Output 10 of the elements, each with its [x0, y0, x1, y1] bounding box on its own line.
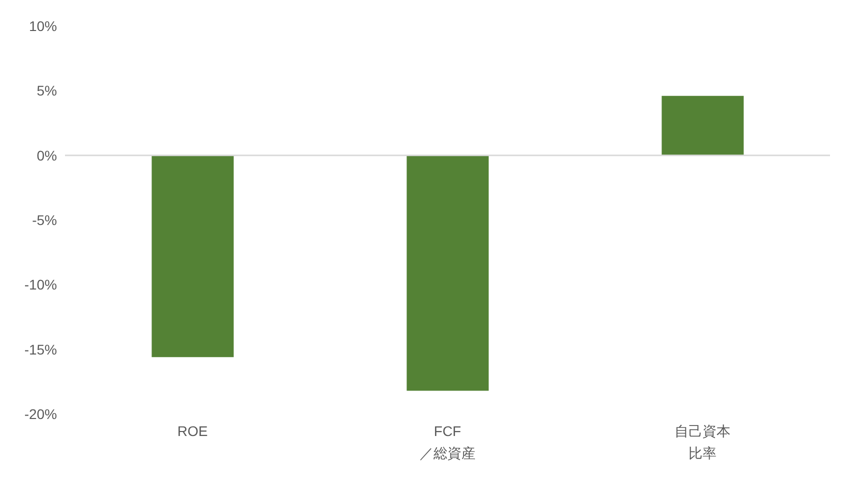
x-tick-label: 自己資本比率 — [674, 423, 730, 461]
y-tick-label: -15% — [24, 341, 57, 358]
x-tick-label: FCF ／総資産 — [420, 423, 476, 461]
y-tick-label: -5% — [32, 212, 57, 228]
y-tick-label: 5% — [36, 82, 57, 99]
y-tick-label: -10% — [24, 276, 57, 293]
y-tick-label: 10% — [28, 18, 57, 34]
y-tick-label: 0% — [36, 147, 57, 164]
y-tick-label: -20% — [24, 406, 57, 422]
x-tick-label: ROE — [177, 423, 208, 439]
